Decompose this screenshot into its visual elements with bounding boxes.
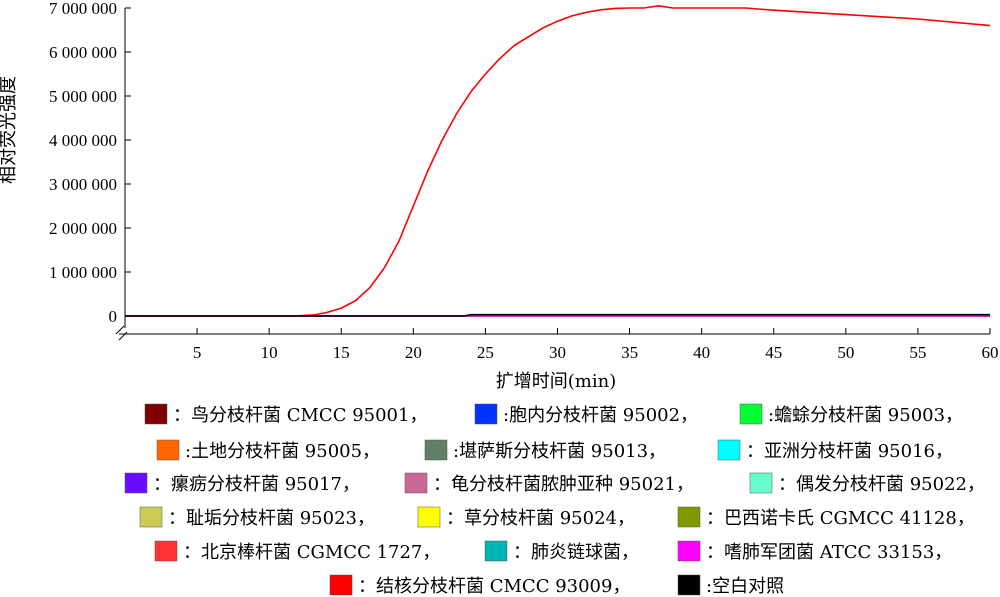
legend-label-10: ：草分枝杆菌 95024， xyxy=(446,508,635,529)
legend-swatch-12 xyxy=(154,540,178,562)
x-tick-label: 15 xyxy=(333,343,350,362)
legend-swatch-2 xyxy=(739,403,763,425)
y-tick-label: 7 000 000 xyxy=(49,0,117,18)
y-axis-title: 相对荧光强度 xyxy=(0,76,19,184)
legend-swatch-7 xyxy=(404,472,428,494)
legend-swatch-15 xyxy=(329,574,353,596)
legend-label-11: ：巴西诺卡氏 CGMCC 41128， xyxy=(706,508,975,529)
legend-label-7: ：龟分枝杆菌脓肿亚种 95021， xyxy=(433,474,694,495)
axis-break-mark xyxy=(118,331,128,341)
legend-swatch-5 xyxy=(717,439,741,461)
plot-area xyxy=(125,4,991,317)
legend-swatch-4 xyxy=(424,439,448,461)
legend-label-12: ：北京棒杆菌 CGMCC 1727， xyxy=(183,542,440,563)
y-tick-label: 3 000 000 xyxy=(49,175,117,194)
legend-swatch-0 xyxy=(144,403,168,425)
y-tick-label: 5 000 000 xyxy=(49,87,117,106)
legend-swatch-14 xyxy=(677,540,701,562)
y-tick-label: 0 xyxy=(109,307,118,326)
legend-swatch-6 xyxy=(124,472,148,494)
x-tick-label: 20 xyxy=(405,343,422,362)
x-tick-label: 5 xyxy=(193,343,202,362)
legend-swatch-16 xyxy=(677,574,701,596)
legend-label-9: ：耻垢分枝杆菌 95023， xyxy=(168,508,375,529)
legend-label-14: ：嗜肺军团菌 ATCC 33153， xyxy=(706,542,952,563)
legend-label-8: ：偶发分枝杆菌 95022， xyxy=(778,474,985,495)
legend: ：鸟分枝杆菌 CMCC 95001， :胞内分枝杆菌 95002， :蟾蜍分枝杆菌 … xyxy=(124,403,985,597)
x-tick-label: 40 xyxy=(693,343,710,362)
legend-label-1: :胞内分枝杆菌 95002， xyxy=(503,405,698,426)
y-tick-label: 2 000 000 xyxy=(49,219,117,238)
legend-label-5: ：亚洲分枝杆菌 95016， xyxy=(746,441,953,462)
legend-label-4: :堪萨斯分枝杆菌 95013， xyxy=(453,441,666,462)
x-tick-label: 55 xyxy=(909,343,926,362)
x-tick-label: 25 xyxy=(477,343,494,362)
axes: 0 1 000 000 2 000 000 3 000 000 4 000 000 5 0… xyxy=(49,0,999,362)
x-tick-label: 50 xyxy=(837,343,854,362)
axis-break-mark xyxy=(115,325,125,335)
legend-swatch-13 xyxy=(484,540,508,562)
series-line-16 xyxy=(125,313,990,317)
x-tick-label: 10 xyxy=(261,343,278,362)
x-tick-label: 60 xyxy=(982,343,999,362)
y-tick-label: 4 000 000 xyxy=(49,131,117,150)
x-axis-title: 扩增时间(min) xyxy=(496,371,616,392)
legend-label-2: :蟾蜍分枝杆菌 95003， xyxy=(768,405,963,426)
y-tick-label: 1 000 000 xyxy=(49,263,117,282)
x-tick-label: 30 xyxy=(549,343,566,362)
y-tick-label: 6 000 000 xyxy=(49,43,117,62)
legend-swatch-9 xyxy=(139,506,163,528)
legend-label-13: ：肺炎链球菌， xyxy=(513,542,639,563)
legend-label-6: ：瘰疬分枝杆菌 95017， xyxy=(153,474,360,495)
legend-swatch-8 xyxy=(749,472,773,494)
legend-label-3: :土地分枝杆菌 95005， xyxy=(185,441,380,462)
legend-label-15: ：结核分枝杆菌 CMCC 93009， xyxy=(358,576,630,597)
x-tick-label: 35 xyxy=(621,343,638,362)
legend-label-16: :空白对照 xyxy=(706,576,784,597)
legend-label-0: ：鸟分枝杆菌 CMCC 95001， xyxy=(173,405,427,426)
x-tick-label: 45 xyxy=(765,343,782,362)
legend-swatch-3 xyxy=(156,439,180,461)
legend-swatch-1 xyxy=(474,403,498,425)
series-line-15 xyxy=(125,4,991,317)
legend-swatch-10 xyxy=(417,506,441,528)
legend-swatch-11 xyxy=(677,506,701,528)
